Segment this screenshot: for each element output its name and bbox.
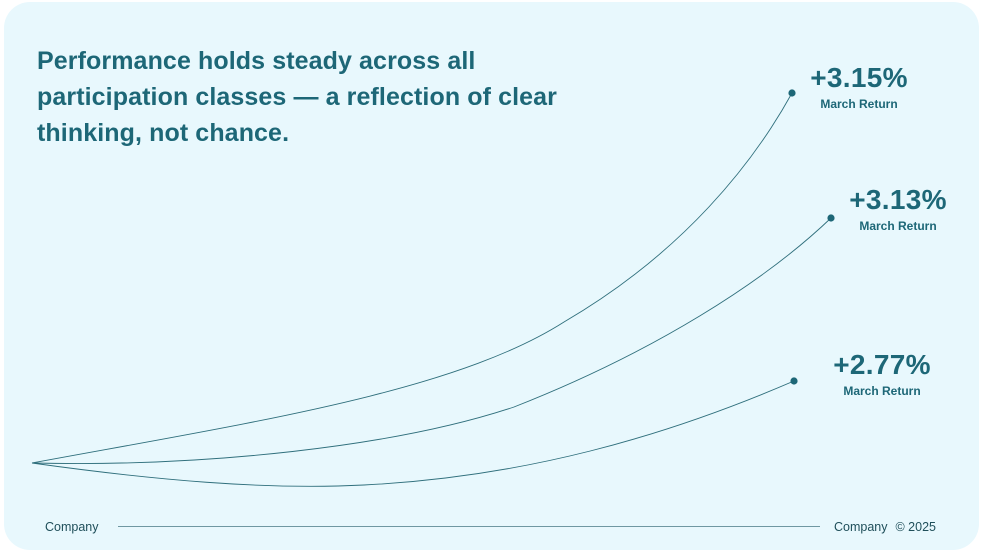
callout-class-1: +3.15% March Return [804, 62, 914, 112]
curve-class-3-endpoint [790, 377, 798, 385]
curve-class-2-endpoint [827, 214, 835, 222]
headline: Performance holds steady across all part… [37, 47, 557, 147]
curve-class-3 [31, 380, 795, 487]
callout-value: +2.77% [833, 349, 931, 380]
callout-class-3: +2.77% March Return [827, 349, 937, 399]
footer-company-left: Company [45, 520, 99, 534]
callout-label: March Return [859, 219, 937, 233]
callout-value: +3.15% [810, 62, 908, 93]
footer-company-right: Company [834, 520, 888, 534]
callout-value: +3.13% [849, 184, 947, 215]
curve-class-2 [31, 217, 832, 464]
slide: Performance holds steady across all part… [4, 2, 979, 550]
growth-curves [31, 89, 835, 487]
curve-class-1-endpoint [788, 89, 796, 97]
footer-right: Company © 2025 [834, 519, 936, 535]
curve-class-1 [31, 92, 793, 464]
footer-divider [118, 526, 820, 527]
callout-label: March Return [843, 384, 921, 398]
callout-class-2: +3.13% March Return [843, 184, 953, 234]
callout-label: March Return [820, 97, 898, 111]
footer-copyright: © 2025 [895, 520, 937, 534]
